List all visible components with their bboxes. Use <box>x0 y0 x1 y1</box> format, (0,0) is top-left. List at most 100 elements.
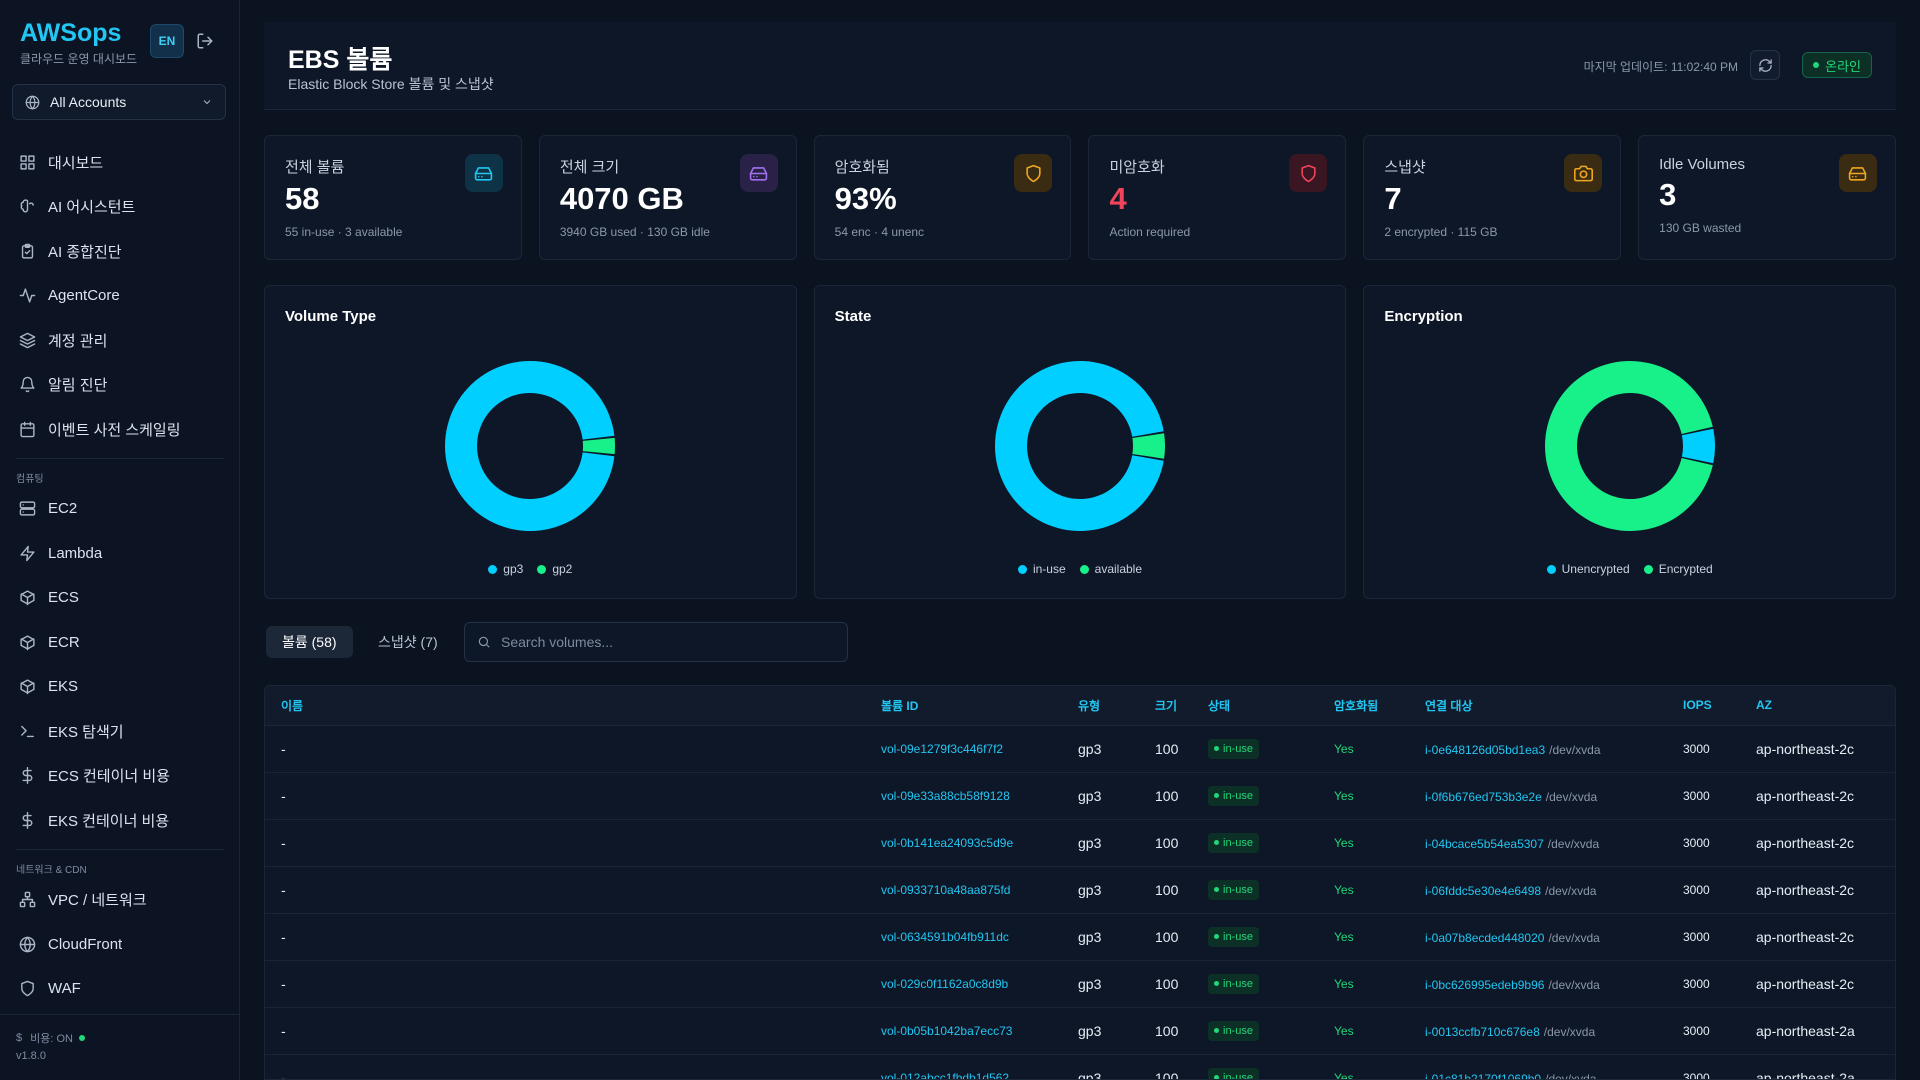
col-type[interactable]: 유형 <box>1062 686 1139 726</box>
cell-state: in-use <box>1192 1007 1318 1055</box>
cell-type: gp3 <box>1062 1054 1139 1079</box>
cell-volume-id[interactable]: vol-09e33a88cb58f9128 <box>865 772 1062 820</box>
col-az[interactable]: AZ <box>1740 686 1895 726</box>
cell-volume-id[interactable]: vol-0634591b04fb911dc <box>865 913 1062 961</box>
donut-slice-available[interactable] <box>1132 433 1165 459</box>
cell-encrypted: Yes <box>1318 819 1409 867</box>
sidebar-item-cloudfront[interactable]: CloudFront <box>0 922 240 967</box>
stat-value: 93% <box>834 181 897 216</box>
legend-item[interactable]: available <box>1079 562 1142 576</box>
sidebar-item-top-6[interactable]: 이벤트 사전 스케일링 <box>0 407 240 452</box>
tab-volumes[interactable]: 볼륨 (58) <box>266 626 353 658</box>
cost-status-dot <box>78 1035 85 1041</box>
col-state[interactable]: 상태 <box>1192 686 1318 726</box>
stat-detail: 2 encrypted · 115 GB <box>1384 225 1498 239</box>
sidebar-item-label: CloudFront <box>48 935 123 953</box>
sidebar-item-label: ECR <box>48 633 80 651</box>
stat-label: 암호화됨 <box>834 159 890 176</box>
refresh-button[interactable] <box>1750 50 1780 80</box>
cost-status[interactable]: $ 비용: ON <box>16 1029 224 1047</box>
app-subtitle: 클라우드 운영 대시보드 <box>20 52 138 66</box>
chart-legend: in-use available <box>815 562 1346 576</box>
table-row[interactable]: - vol-029c0f1162a0c8d9b gp3 100 in-use Yes i-0… <box>265 960 1895 1008</box>
table-row[interactable]: - vol-0b05b1042ba7ecc73 gp3 100 in-use Yes i-0… <box>265 1007 1895 1055</box>
sidebar-item-top-0[interactable]: 대시보드 <box>0 140 240 185</box>
sidebar-item-vpc[interactable]: VPC / 네트워크 <box>0 878 240 923</box>
instance-link[interactable]: i-01c81b2170f1069b0 <box>1425 1071 1542 1080</box>
tab-snapshots[interactable]: 스냅샷 (7) <box>378 634 438 650</box>
sidebar-item-ecr[interactable]: ECR <box>0 620 240 665</box>
col-size[interactable]: 크기 <box>1139 686 1192 726</box>
stat-card: 암호화됨 93% 54 enc · 4 unenc <box>813 135 1072 260</box>
instance-link[interactable]: i-06fddc5e30e4e6498 <box>1425 883 1542 898</box>
col-iops[interactable]: IOPS <box>1667 686 1740 726</box>
cell-volume-id[interactable]: vol-0b05b1042ba7ecc73 <box>865 1007 1062 1055</box>
box-icon <box>18 589 36 607</box>
instance-link[interactable]: i-0bc626995edeb9b96 <box>1425 977 1545 992</box>
sidebar-item-eks[interactable]: EKS 탐색기 <box>0 709 240 754</box>
sidebar-item-ai[interactable]: AI 어시스턴트 <box>0 185 240 230</box>
sidebar-item-lambda[interactable]: Lambda <box>0 531 240 576</box>
sidebar-item-eks[interactable]: EKS 컨테이너 비용 <box>0 798 240 843</box>
sidebar-item-top-4[interactable]: 계정 관리 <box>0 318 240 363</box>
refresh-icon <box>1758 58 1772 72</box>
donut-slice-unencrypted[interactable] <box>1681 428 1715 464</box>
col-name[interactable]: 이름 <box>265 686 865 726</box>
legend-item[interactable]: gp3 <box>488 562 523 576</box>
donut-slice-in-use[interactable] <box>995 361 1164 531</box>
table-toolbar: 볼륨 (58) 스냅샷 (7) <box>264 622 1896 662</box>
language-toggle-button[interactable]: EN <box>150 24 184 58</box>
instance-link[interactable]: i-04bcace5b54ea5307 <box>1425 836 1544 851</box>
sidebar-item-ai[interactable]: AI 종합진단 <box>0 229 240 274</box>
sidebar-item-eks[interactable]: EKS <box>0 665 240 710</box>
sidebar-item-top-5[interactable]: 알림 진단 <box>0 363 240 408</box>
instance-link[interactable]: i-0013ccfb710c676e8 <box>1425 1024 1540 1039</box>
sidebar-item-agentcore[interactable]: AgentCore <box>0 274 240 319</box>
brand[interactable]: AWSops 클라우드 운영 대시보드 <box>20 18 137 67</box>
state-badge: in-use <box>1208 785 1259 806</box>
legend-item[interactable]: Unencrypted <box>1546 562 1630 576</box>
col-encrypted[interactable]: 암호화됨 <box>1318 686 1409 726</box>
device-name: /dev/xvda <box>1548 977 1600 992</box>
col-attached-to[interactable]: 연결 대상 <box>1409 686 1667 726</box>
col-volume-id[interactable]: 볼륨 ID <box>865 686 1062 726</box>
device-name: /dev/xvda <box>1545 883 1597 898</box>
legend-item[interactable]: gp2 <box>537 562 572 576</box>
logout-icon[interactable] <box>196 32 214 50</box>
sidebar-item-ec2[interactable]: EC2 <box>0 487 240 532</box>
search-input[interactable] <box>501 634 821 650</box>
instance-link[interactable]: i-0a07b8ecded448020 <box>1425 930 1545 945</box>
donut-slice-encrypted[interactable] <box>1544 361 1713 531</box>
donut-slice-gp2[interactable] <box>583 437 616 455</box>
box-icon <box>18 678 36 696</box>
account-select[interactable]: All Accounts <box>12 84 226 120</box>
cell-volume-id[interactable]: vol-029c0f1162a0c8d9b <box>865 960 1062 1008</box>
cell-volume-id[interactable]: vol-09e1279f3c446f7f2 <box>865 725 1062 773</box>
sidebar-item-ecs[interactable]: ECS 컨테이너 비용 <box>0 754 240 799</box>
table-row[interactable]: - vol-09e1279f3c446f7f2 gp3 100 in-use Yes i-0… <box>265 725 1895 773</box>
table-row[interactable]: - vol-0b141ea24093c5d9e gp3 100 in-use Yes i-0… <box>265 819 1895 867</box>
cell-az: ap-northeast-2c <box>1740 960 1895 1008</box>
donut-slice-gp3[interactable] <box>445 361 615 531</box>
table-row[interactable]: - vol-012abcc1fbdb1d562 gp3 100 in-use Yes i-0… <box>265 1054 1895 1080</box>
table-row[interactable]: - vol-0933710a48aa875fd gp3 100 in-use Yes i-0… <box>265 866 1895 914</box>
cell-volume-id[interactable]: vol-012abcc1fbdb1d562 <box>865 1054 1062 1079</box>
cell-volume-id[interactable]: vol-0933710a48aa875fd <box>865 866 1062 914</box>
account-select-value: All Accounts <box>50 94 127 110</box>
legend-item[interactable]: in-use <box>1017 562 1066 576</box>
legend-swatch <box>1079 564 1089 574</box>
instance-link[interactable]: i-0e648126d05bd1ea3 <box>1425 742 1546 757</box>
device-name: /dev/xvda <box>1548 930 1600 945</box>
cell-volume-id[interactable]: vol-0b141ea24093c5d9e <box>865 819 1062 867</box>
search-box[interactable] <box>464 622 848 662</box>
legend-item[interactable]: Encrypted <box>1643 562 1713 576</box>
sidebar-divider <box>16 457 224 459</box>
device-name: /dev/xvda <box>1543 1024 1596 1039</box>
instance-link[interactable]: i-0f6b676ed753b3e2e <box>1425 789 1542 804</box>
sidebar-item-ecs[interactable]: ECS <box>0 576 240 621</box>
cell-name: - <box>265 913 865 961</box>
sidebar-item-waf[interactable]: WAF <box>0 967 240 1012</box>
table-row[interactable]: - vol-09e33a88cb58f9128 gp3 100 in-use Yes i-0… <box>265 772 1895 820</box>
dollar-icon <box>18 767 36 785</box>
table-row[interactable]: - vol-0634591b04fb911dc gp3 100 in-use Yes i-0… <box>265 913 1895 961</box>
